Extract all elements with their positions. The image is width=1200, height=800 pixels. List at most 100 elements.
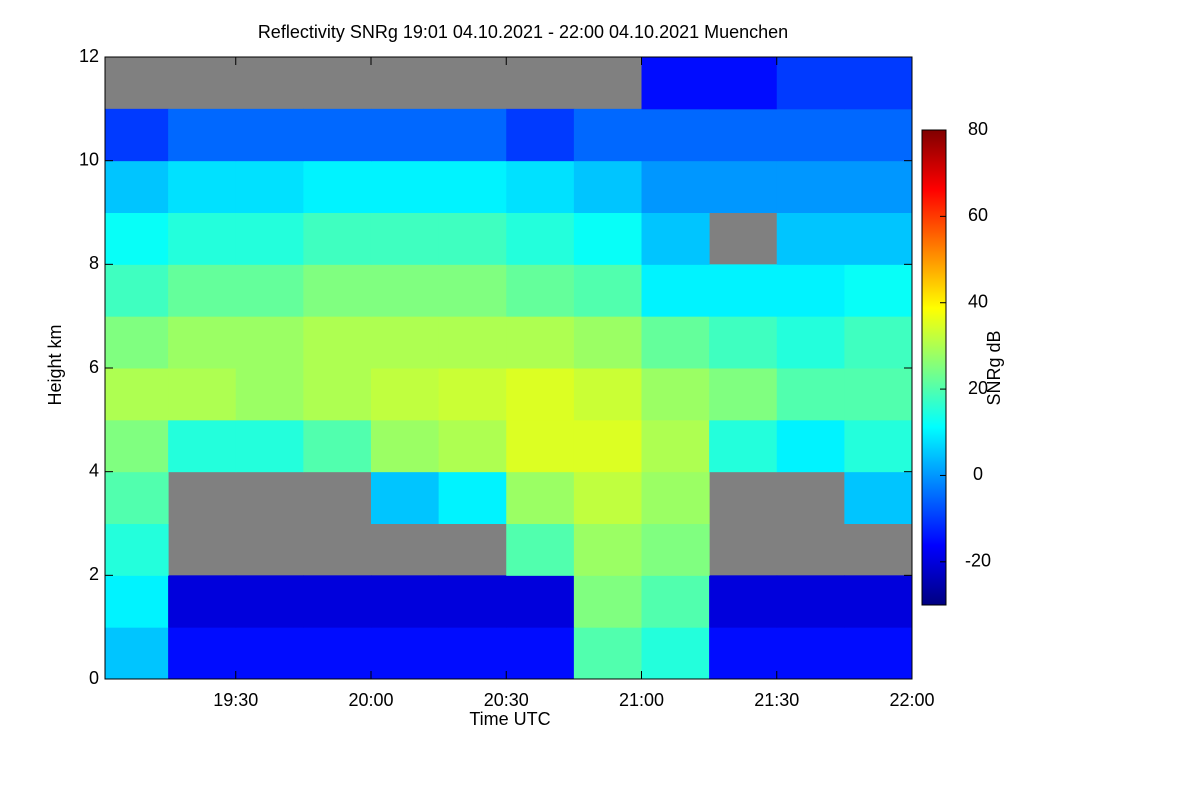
- y-axis-label: Height km: [45, 324, 65, 405]
- heatmap-cell: [370, 419, 440, 473]
- heatmap-cell: [709, 368, 778, 421]
- heatmap-cell: [573, 264, 642, 317]
- heatmap-cell: [709, 316, 778, 369]
- colorbar-label: SNRg dB: [984, 330, 1004, 405]
- heatmap-cell: [844, 212, 913, 265]
- heatmap-cell: [303, 368, 372, 421]
- heatmap-cell: [573, 627, 642, 680]
- heatmap-cell: [844, 368, 913, 421]
- heatmap-cell: [506, 368, 575, 421]
- heatmap-cell: [844, 419, 913, 473]
- heatmap-cell: [370, 108, 440, 162]
- heatmap-cell: [844, 160, 913, 213]
- heatmap-cell: [844, 108, 913, 162]
- heatmap-cell: [235, 419, 304, 473]
- heatmap-cell: [438, 368, 507, 421]
- heatmap-cell: [709, 575, 778, 628]
- heatmap-cell: [641, 471, 710, 524]
- y-tick-label: 8: [89, 253, 99, 273]
- heatmap-cell: [438, 471, 507, 524]
- heatmap-cell: [235, 160, 304, 213]
- heatmap-cell: [438, 160, 507, 213]
- y-tick-label: 6: [89, 357, 99, 377]
- y-tick-label: 4: [89, 460, 99, 480]
- heatmap-cell: [168, 368, 237, 421]
- x-tick-label: 20:00: [348, 690, 393, 710]
- colorbar-tick-label: 0: [973, 464, 983, 484]
- heatmap-cell: [235, 108, 304, 162]
- x-tick-label: 19:30: [213, 690, 258, 710]
- heatmap-cell: [438, 575, 507, 628]
- heatmap-cell: [168, 419, 237, 473]
- heatmap-cell: [573, 575, 642, 628]
- heatmap-cell: [235, 264, 304, 317]
- heatmap-cell: [776, 264, 845, 317]
- heatmap-cell: [844, 471, 913, 524]
- heatmap-cell: [105, 264, 169, 317]
- heatmap-cell: [709, 264, 778, 317]
- heatmap-cell: [506, 160, 575, 213]
- heatmap-cell: [105, 419, 169, 473]
- heatmap-cell: [776, 627, 845, 680]
- y-tick-label: 0: [89, 668, 99, 688]
- colorbar-tick-label: 40: [968, 291, 988, 311]
- heatmap-cell: [105, 523, 169, 576]
- heatmap-cell: [844, 575, 913, 628]
- heatmap-cell: [844, 264, 913, 317]
- heatmap-cell: [105, 108, 169, 162]
- heatmap-cell: [573, 523, 642, 576]
- heatmap-cell: [506, 419, 575, 473]
- x-tick-label: 20:30: [484, 690, 529, 710]
- heatmap-cell: [303, 627, 372, 680]
- heatmap-cell: [370, 212, 440, 265]
- heatmap-cell: [776, 57, 845, 110]
- x-tick-label: 21:30: [754, 690, 799, 710]
- heatmap-cell: [573, 160, 642, 213]
- heatmap-cell: [506, 471, 575, 524]
- heatmap-cell: [370, 575, 440, 628]
- heatmap-cell: [709, 108, 778, 162]
- heatmap-cell: [168, 160, 237, 213]
- heatmap-cell: [168, 264, 237, 317]
- heatmap: [105, 57, 913, 680]
- heatmap-cell: [303, 212, 372, 265]
- heatmap-cell: [506, 575, 575, 628]
- heatmap-cell: [438, 316, 507, 369]
- heatmap-cell: [506, 316, 575, 369]
- heatmap-cell: [573, 212, 642, 265]
- heatmap-cell: [709, 57, 778, 110]
- heatmap-cell: [776, 108, 845, 162]
- heatmap-cell: [776, 316, 845, 369]
- heatmap-cell: [641, 160, 710, 213]
- heatmap-cell: [105, 368, 169, 421]
- heatmap-cell: [370, 368, 440, 421]
- heatmap-cell: [303, 108, 372, 162]
- x-axis-label: Time UTC: [469, 709, 550, 729]
- heatmap-cell: [641, 523, 710, 576]
- colorbar-tick-label: 20: [968, 378, 988, 398]
- heatmap-cell: [235, 627, 304, 680]
- heatmap-cell: [776, 575, 845, 628]
- heatmap-cell: [776, 160, 845, 213]
- heatmap-cell: [709, 627, 778, 680]
- heatmap-cell: [370, 160, 440, 213]
- heatmap-cell: [844, 57, 913, 110]
- colorbar-tick-label: 60: [968, 205, 988, 225]
- heatmap-cell: [641, 264, 710, 317]
- heatmap-cell: [844, 316, 913, 369]
- heatmap-cell: [573, 316, 642, 369]
- heatmap-cell: [438, 212, 507, 265]
- heatmap-cell: [641, 419, 710, 473]
- heatmap-cell: [235, 212, 304, 265]
- heatmap-cell: [370, 264, 440, 317]
- heatmap-cell: [573, 419, 642, 473]
- heatmap-cell: [303, 419, 372, 473]
- heatmap-cell: [168, 575, 237, 628]
- heatmap-cell: [303, 575, 372, 628]
- heatmap-cell: [105, 160, 169, 213]
- y-tick-label: 2: [89, 564, 99, 584]
- heatmap-cell: [776, 212, 845, 265]
- heatmap-cell: [573, 108, 642, 162]
- heatmap-cell: [709, 419, 778, 473]
- heatmap-cell: [438, 419, 507, 473]
